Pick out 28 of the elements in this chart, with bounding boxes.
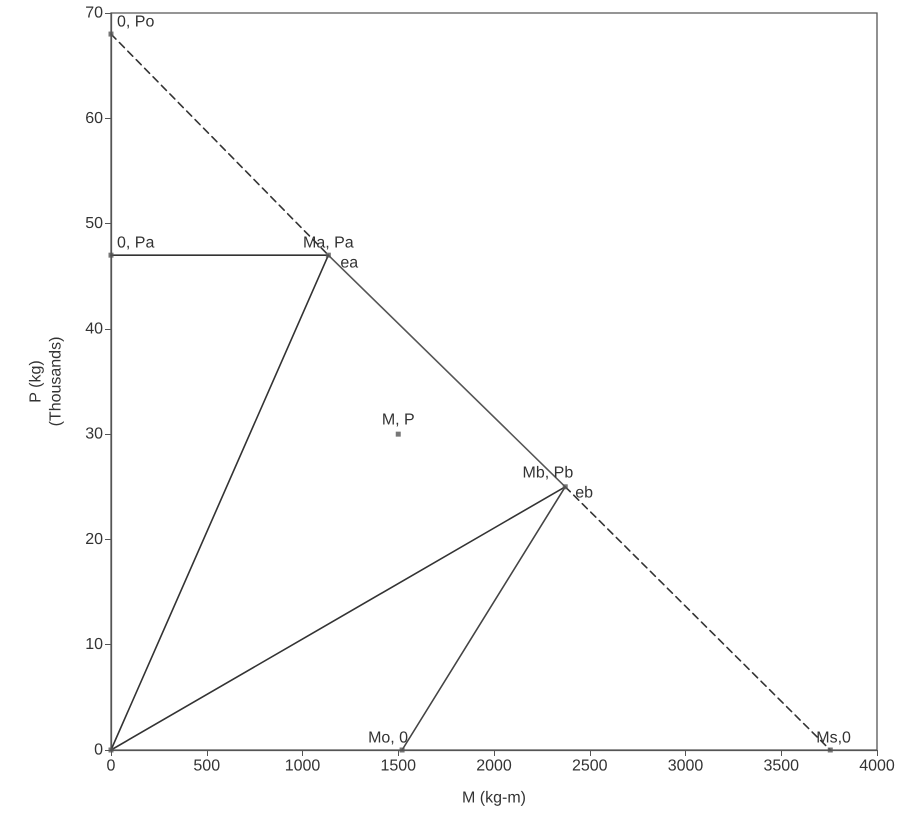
y-axis-title: P (kg) (Thousands): [28, 336, 64, 426]
y-tick-label: 30: [85, 426, 104, 443]
annotation: ea: [340, 254, 358, 272]
x-axis-title: M (kg-m): [462, 790, 526, 806]
annotation: Ms,0: [816, 730, 852, 746]
annotation: eb: [575, 484, 594, 502]
y-tick-label: 10: [85, 636, 104, 654]
x-tick-label: 1000: [284, 758, 320, 774]
x-tick-label: 3500: [763, 758, 800, 774]
annotation: 0, Pa: [117, 234, 154, 252]
x-tick-label: 500: [193, 758, 220, 774]
y-tick-label: 0: [94, 742, 104, 758]
x-tick-label: 4000: [859, 758, 895, 774]
annotation: M, P: [382, 412, 415, 429]
annotation: Ma, Pa: [303, 234, 354, 252]
annotation: 0, Po: [117, 14, 154, 31]
x-tick-label: 0: [106, 758, 116, 774]
y-tick-label: 20: [85, 530, 104, 548]
x-tick-label: 2000: [476, 758, 512, 774]
annotation: Mb, Pb: [522, 464, 574, 482]
y-tick-label: 60: [85, 110, 104, 127]
x-tick-label: 1500: [380, 758, 416, 774]
annotation: Mo, 0: [368, 730, 408, 746]
y-tick-label: 70: [85, 4, 104, 22]
y-tick-label: 50: [85, 215, 104, 232]
x-tick-label: 3000: [668, 758, 704, 774]
x-tick-label: 2500: [572, 758, 608, 774]
y-tick-label: 40: [85, 320, 104, 338]
